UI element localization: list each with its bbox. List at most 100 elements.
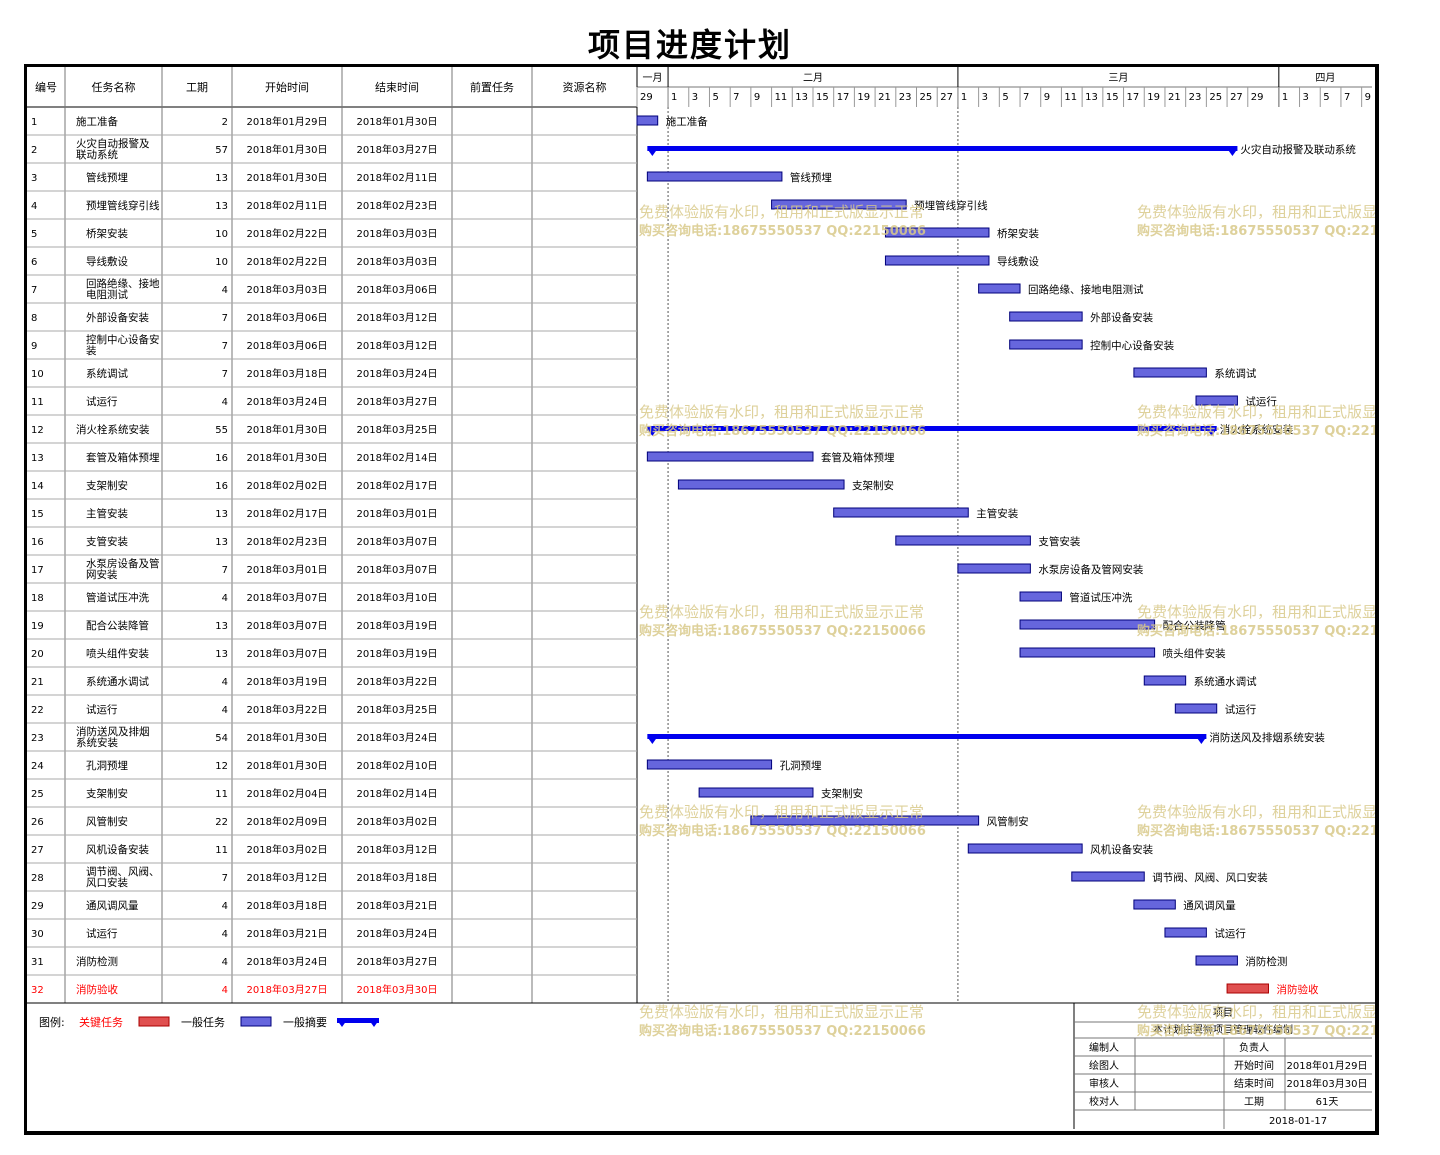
bar-label: 外部设备安装 [1090, 311, 1153, 324]
task-start: 2018年02月04日 [247, 787, 328, 800]
day-label: 19 [857, 92, 870, 103]
task-end: 2018年03月07日 [357, 563, 438, 576]
task-end: 2018年03月10日 [357, 591, 438, 604]
task-name: 风机设备安装 [86, 843, 149, 856]
task-id: 9 [31, 341, 37, 352]
task-start: 2018年03月12日 [247, 871, 328, 884]
task-name: 系统通水调试 [86, 675, 149, 688]
legend-normal-label: 一般任务 [181, 1016, 225, 1029]
info-date: 2018-01-17 [1269, 1116, 1327, 1127]
bar-label: 管道试压冲洗 [1069, 591, 1132, 604]
info-value: 61天 [1316, 1097, 1339, 1108]
bar-label: 配合公装降管 [1163, 619, 1226, 632]
task-duration: 13 [215, 173, 228, 184]
task-start: 2018年02月17日 [247, 507, 328, 520]
task-start: 2018年03月19日 [247, 675, 328, 688]
column-header: 结束时间 [375, 81, 419, 94]
task-name: 网安装 [86, 568, 118, 581]
task-duration: 16 [215, 453, 228, 464]
task-name: 联动系统 [76, 148, 118, 161]
day-label: 5 [1002, 92, 1008, 103]
task-start: 2018年01月30日 [247, 451, 328, 464]
watermark-line1: 免费体验版有水印，租用和正式版显示正常 [1137, 803, 1375, 821]
bar-label: 通风调风量 [1183, 900, 1236, 912]
task-bar [1164, 927, 1207, 938]
page-title: 项目进度计划 [587, 26, 792, 64]
task-bar [1195, 395, 1238, 406]
task-name: 施工准备 [76, 115, 118, 128]
bar-label: 试运行 [1245, 395, 1277, 408]
task-id: 15 [31, 509, 44, 520]
watermark-line1: 免费体验版有水印，租用和正式版显示正常 [639, 1003, 924, 1021]
task-start: 2018年03月07日 [247, 647, 328, 660]
task-bar [771, 199, 907, 210]
task-duration: 55 [215, 425, 228, 436]
task-id: 29 [31, 901, 44, 912]
info-label: 校对人 [1089, 1095, 1119, 1108]
task-start: 2018年03月24日 [247, 955, 328, 968]
day-label: 29 [1251, 92, 1264, 103]
info-label: 审核人 [1089, 1077, 1119, 1090]
task-name: 管线预埋 [86, 171, 128, 184]
task-end: 2018年03月03日 [357, 255, 438, 268]
task-id: 12 [31, 425, 44, 436]
task-duration: 7 [222, 369, 228, 380]
task-start: 2018年02月02日 [247, 479, 328, 492]
bar-label: 调节阀、风阀、风口安装 [1152, 871, 1268, 884]
task-bar [1174, 703, 1218, 714]
day-label: 3 [1303, 92, 1309, 103]
day-label: 17 [837, 92, 850, 103]
column-header: 编号 [35, 80, 57, 94]
task-duration: 4 [222, 929, 228, 940]
task-id: 27 [31, 845, 44, 856]
info-label: 结束时间 [1234, 1077, 1274, 1090]
day-label: 7 [733, 92, 739, 103]
task-id: 28 [31, 873, 44, 884]
watermark-line1: 免费体验版有水印，租用和正式版显示正常 [639, 803, 924, 821]
bar-label: 消防验收 [1276, 983, 1318, 996]
column-header: 前置任务 [470, 80, 514, 94]
task-id: 32 [31, 985, 44, 996]
task-duration: 16 [215, 481, 228, 492]
bar-label: 桥架安装 [997, 227, 1039, 240]
task-name: 试运行 [86, 927, 118, 940]
task-duration: 22 [215, 817, 228, 828]
task-id: 10 [31, 369, 44, 380]
task-end: 2018年03月12日 [357, 843, 438, 856]
gantt-frame: 编号 任务名称 工期 开始时间 结束时间 前置任务 资源名称 一月 二月 三月 四月 29 1 3 5 7 9 1… [24, 64, 1379, 1135]
task-duration: 4 [222, 677, 228, 688]
task-bar [1071, 871, 1145, 882]
task-duration: 7 [222, 341, 228, 352]
task-start: 2018年01月30日 [247, 171, 328, 184]
day-label: 27 [940, 92, 953, 103]
day-label: 9 [1365, 92, 1371, 103]
critical-bar [1226, 983, 1269, 994]
task-id: 31 [31, 957, 44, 968]
bar-label: 支管安装 [1038, 535, 1080, 548]
month-label: 四月 [1315, 72, 1335, 84]
day-label: 3 [692, 92, 698, 103]
task-start: 2018年01月29日 [247, 115, 328, 128]
task-id: 7 [31, 285, 37, 296]
task-id: 23 [31, 733, 44, 744]
day-label: 21 [1168, 92, 1181, 103]
legend-summary-swatch [337, 1018, 379, 1023]
task-end: 2018年03月24日 [357, 367, 438, 380]
bar-label: 消火栓系统安装 [1220, 423, 1294, 436]
legend-critical-label: 关键任务 [79, 1015, 123, 1029]
task-name: 试运行 [86, 395, 118, 408]
task-bar [895, 535, 1031, 546]
watermark-line1: 免费体验版有水印，租用和正式版显示正常 [639, 203, 924, 221]
task-end: 2018年03月02日 [357, 815, 438, 828]
task-end: 2018年03月30日 [357, 983, 438, 996]
task-id: 5 [31, 229, 37, 240]
task-duration: 54 [215, 733, 228, 744]
task-duration: 7 [222, 565, 228, 576]
task-duration: 4 [222, 957, 228, 968]
watermark-line2: 购买咨询电话:18675550537 QQ:22150066 [639, 223, 926, 239]
watermark-line2: 购买咨询电话:18675550537 QQ:22150066 [639, 423, 926, 439]
legend-summary-label: 一般摘要 [283, 1015, 327, 1029]
task-end: 2018年03月12日 [357, 311, 438, 324]
bar-label: 预埋管线穿引线 [914, 199, 988, 212]
